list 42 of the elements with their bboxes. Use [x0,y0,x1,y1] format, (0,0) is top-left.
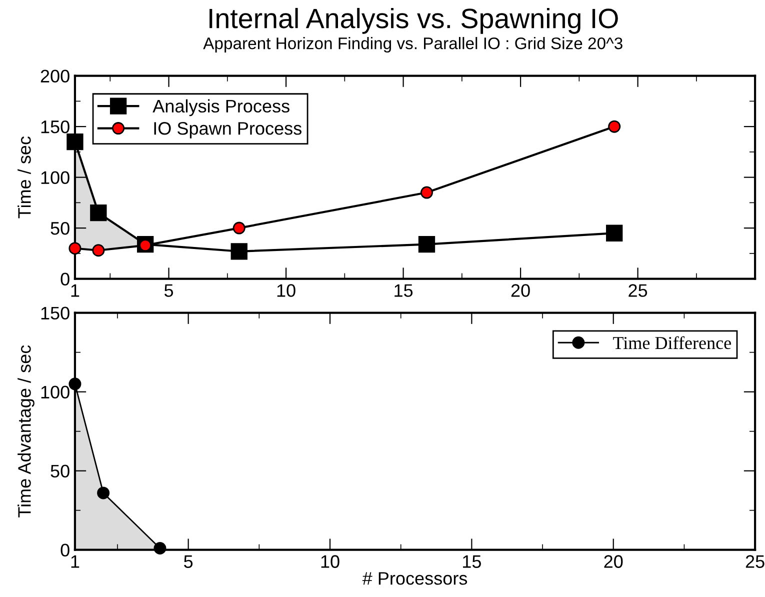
y-tick-label: 200 [40,70,70,83]
y-tick-label: 100 [41,386,70,399]
x-tick-label: 15 [463,555,481,568]
point [420,186,433,199]
legend-label: Analysis Process [152,99,290,116]
y-tick-label: 50 [50,222,70,235]
y-axis-title: Time / sec [18,136,31,218]
x-tick-label: 15 [394,284,413,297]
point [608,120,621,133]
y-tick-label: 50 [50,464,70,478]
point [68,378,82,390]
legend-label: IO Spawn Process [154,122,302,138]
x-tick-label: 20 [604,555,623,568]
point [232,222,246,234]
point [68,242,82,255]
point [90,204,107,222]
point [97,486,110,500]
point [66,133,84,150]
x-tick-label: 10 [321,555,340,568]
chart-subtitle: Apparent Horizon Finding vs. Parallel IO : Grid Size 20^3 [203,37,622,53]
point [92,244,105,257]
y-tick-label: 0 [60,544,70,557]
y-tick-label: 100 [41,171,70,184]
x-axis-title: # Processors [362,572,468,585]
legend-label: Time Difference [613,336,731,350]
y-tick-label: 150 [41,120,70,134]
chart-title: Internal Analysis vs. Spawning IO [210,8,618,34]
y-tick-label: 0 [60,272,70,286]
x-tick-label: 1 [71,284,80,297]
point [154,542,166,555]
point [418,236,436,253]
y-axis-title: Time Advantage / sec [18,345,34,518]
point [230,243,248,260]
x-tick-label: 10 [277,284,296,297]
x-tick-label: 25 [628,284,648,297]
x-tick-label: 20 [511,284,530,297]
x-tick-label: 5 [184,555,193,568]
x-tick-label: 1 [71,555,80,568]
x-tick-label: 25 [746,555,764,568]
y-tick-label: 150 [41,306,70,320]
point [606,224,623,242]
x-tick-label: 5 [164,284,174,297]
